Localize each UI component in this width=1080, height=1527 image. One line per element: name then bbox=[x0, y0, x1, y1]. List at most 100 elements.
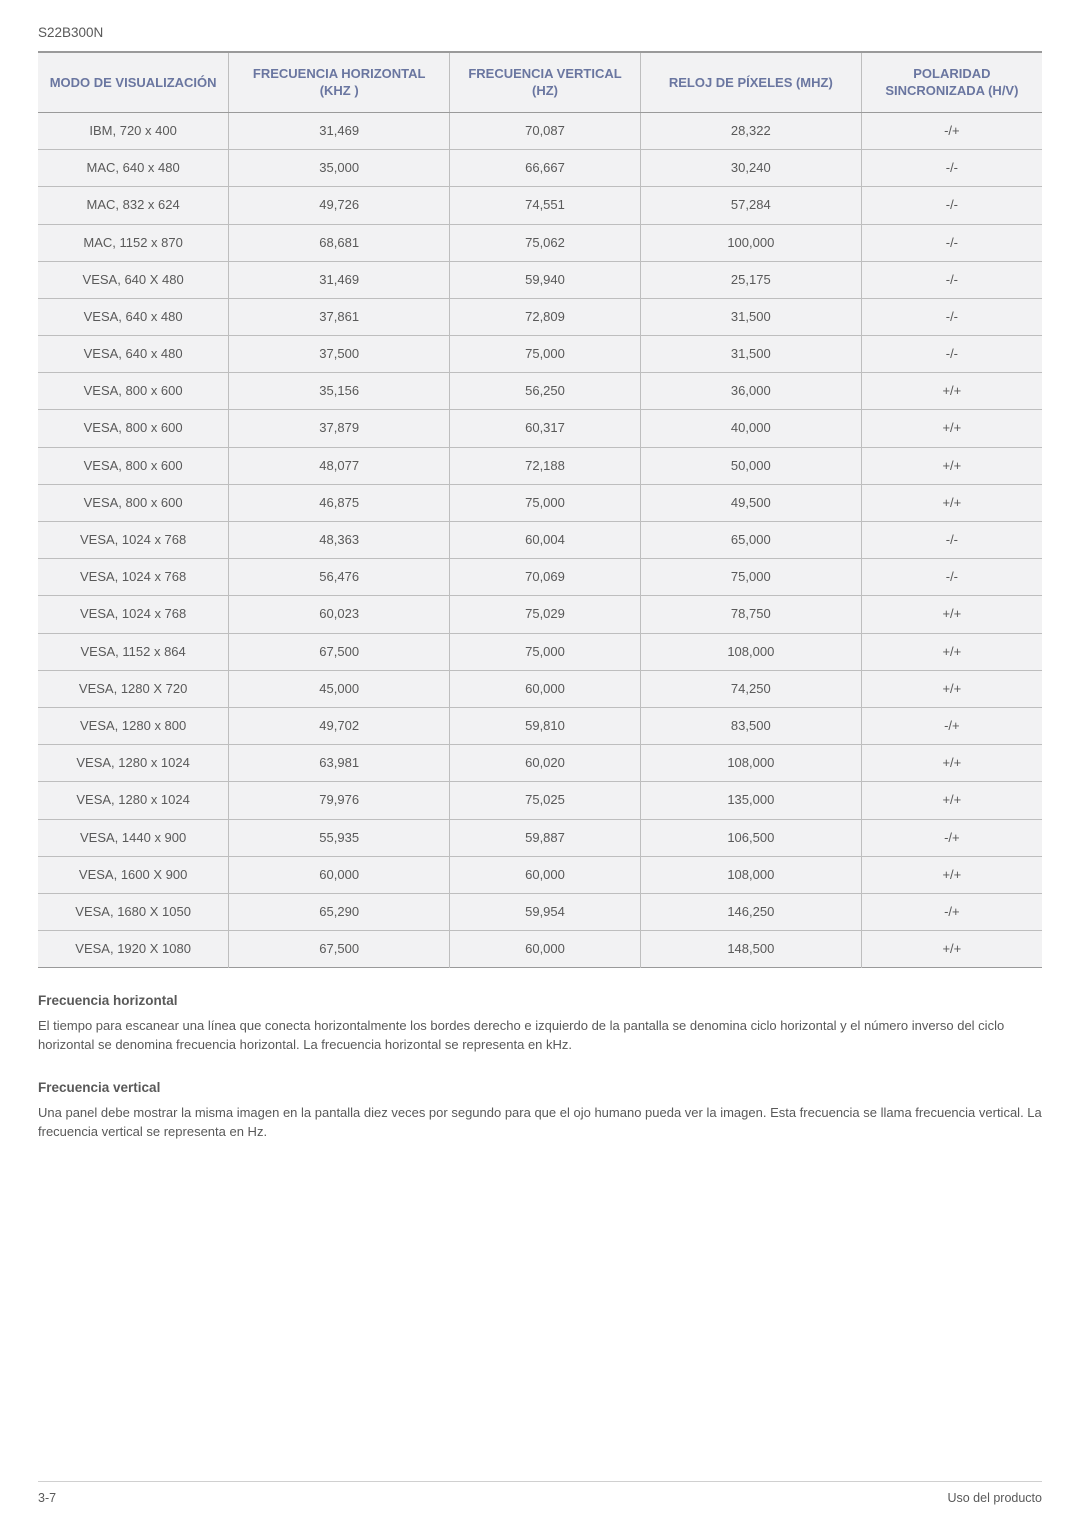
table-cell: MAC, 640 x 480 bbox=[38, 150, 229, 187]
table-cell: 60,317 bbox=[450, 410, 641, 447]
table-header-row: MODO DE VISUALIZACIÓNFRECUENCIA HORIZONT… bbox=[38, 52, 1042, 113]
table-cell: 60,023 bbox=[229, 596, 450, 633]
table-cell: 57,284 bbox=[640, 187, 861, 224]
table-cell: VESA, 640 x 480 bbox=[38, 298, 229, 335]
model-label: S22B300N bbox=[38, 24, 1042, 43]
table-cell: +/+ bbox=[861, 782, 1042, 819]
table-cell: VESA, 1600 X 900 bbox=[38, 856, 229, 893]
table-cell: +/+ bbox=[861, 484, 1042, 521]
table-cell: 75,029 bbox=[450, 596, 641, 633]
table-cell: 63,981 bbox=[229, 745, 450, 782]
table-cell: 40,000 bbox=[640, 410, 861, 447]
section-title-horizontal: Frecuencia horizontal bbox=[38, 992, 1042, 1011]
timing-table: MODO DE VISUALIZACIÓNFRECUENCIA HORIZONT… bbox=[38, 51, 1042, 968]
table-cell: -/- bbox=[861, 187, 1042, 224]
table-cell: VESA, 1024 x 768 bbox=[38, 522, 229, 559]
table-cell: 75,025 bbox=[450, 782, 641, 819]
table-cell: VESA, 1680 X 1050 bbox=[38, 893, 229, 930]
table-cell: +/+ bbox=[861, 633, 1042, 670]
table-cell: 59,887 bbox=[450, 819, 641, 856]
table-cell: +/+ bbox=[861, 410, 1042, 447]
table-cell: VESA, 800 x 600 bbox=[38, 484, 229, 521]
table-cell: 48,077 bbox=[229, 447, 450, 484]
table-cell: 146,250 bbox=[640, 893, 861, 930]
table-cell: -/- bbox=[861, 224, 1042, 261]
table-row: VESA, 1024 x 76860,02375,02978,750+/+ bbox=[38, 596, 1042, 633]
table-row: VESA, 1600 X 90060,00060,000108,000+/+ bbox=[38, 856, 1042, 893]
table-cell: VESA, 640 x 480 bbox=[38, 336, 229, 373]
table-row: VESA, 800 x 60035,15656,25036,000+/+ bbox=[38, 373, 1042, 410]
table-row: VESA, 1152 x 86467,50075,000108,000+/+ bbox=[38, 633, 1042, 670]
table-cell: IBM, 720 x 400 bbox=[38, 112, 229, 149]
table-row: VESA, 1280 X 72045,00060,00074,250+/+ bbox=[38, 670, 1042, 707]
footer-section-name: Uso del producto bbox=[947, 1490, 1042, 1508]
table-cell: 60,000 bbox=[450, 670, 641, 707]
table-cell: VESA, 1024 x 768 bbox=[38, 559, 229, 596]
table-cell: 68,681 bbox=[229, 224, 450, 261]
table-cell: 49,500 bbox=[640, 484, 861, 521]
table-cell: 74,551 bbox=[450, 187, 641, 224]
table-cell: VESA, 1440 x 900 bbox=[38, 819, 229, 856]
section-title-vertical: Frecuencia vertical bbox=[38, 1079, 1042, 1098]
table-cell: -/+ bbox=[861, 112, 1042, 149]
page-footer: 3-7 Uso del producto bbox=[38, 1481, 1042, 1508]
table-cell: 31,500 bbox=[640, 336, 861, 373]
table-row: VESA, 1024 x 76856,47670,06975,000-/- bbox=[38, 559, 1042, 596]
table-cell: +/+ bbox=[861, 931, 1042, 968]
table-cell: 25,175 bbox=[640, 261, 861, 298]
table-cell: 75,000 bbox=[450, 336, 641, 373]
table-cell: 108,000 bbox=[640, 633, 861, 670]
table-row: VESA, 640 X 48031,46959,94025,175-/- bbox=[38, 261, 1042, 298]
table-cell: VESA, 1280 x 800 bbox=[38, 707, 229, 744]
table-cell: 108,000 bbox=[640, 745, 861, 782]
table-cell: +/+ bbox=[861, 596, 1042, 633]
table-cell: 60,000 bbox=[450, 856, 641, 893]
table-cell: VESA, 1280 x 1024 bbox=[38, 745, 229, 782]
table-row: VESA, 1280 x 102463,98160,020108,000+/+ bbox=[38, 745, 1042, 782]
table-cell: 70,069 bbox=[450, 559, 641, 596]
table-cell: MAC, 1152 x 870 bbox=[38, 224, 229, 261]
table-row: VESA, 640 x 48037,86172,80931,500-/- bbox=[38, 298, 1042, 335]
table-cell: 49,726 bbox=[229, 187, 450, 224]
table-row: VESA, 1920 X 108067,50060,000148,500+/+ bbox=[38, 931, 1042, 968]
table-cell: 83,500 bbox=[640, 707, 861, 744]
table-cell: MAC, 832 x 624 bbox=[38, 187, 229, 224]
table-cell: VESA, 1280 x 1024 bbox=[38, 782, 229, 819]
table-row: VESA, 800 x 60048,07772,18850,000+/+ bbox=[38, 447, 1042, 484]
table-row: MAC, 640 x 48035,00066,66730,240-/- bbox=[38, 150, 1042, 187]
table-cell: -/- bbox=[861, 150, 1042, 187]
table-cell: 75,000 bbox=[450, 633, 641, 670]
table-cell: -/- bbox=[861, 298, 1042, 335]
table-cell: 37,879 bbox=[229, 410, 450, 447]
table-cell: 49,702 bbox=[229, 707, 450, 744]
table-row: IBM, 720 x 40031,46970,08728,322-/+ bbox=[38, 112, 1042, 149]
table-cell: 65,290 bbox=[229, 893, 450, 930]
table-cell: 55,935 bbox=[229, 819, 450, 856]
table-cell: 65,000 bbox=[640, 522, 861, 559]
table-cell: 48,363 bbox=[229, 522, 450, 559]
table-body: IBM, 720 x 40031,46970,08728,322-/+MAC, … bbox=[38, 112, 1042, 967]
table-cell: 59,810 bbox=[450, 707, 641, 744]
table-row: VESA, 800 x 60046,87575,00049,500+/+ bbox=[38, 484, 1042, 521]
table-column-header: FRECUENCIA VERTICAL (HZ) bbox=[450, 52, 641, 113]
section-body-horizontal: El tiempo para escanear una línea que co… bbox=[38, 1017, 1042, 1055]
table-row: VESA, 1440 x 90055,93559,887106,500-/+ bbox=[38, 819, 1042, 856]
table-cell: VESA, 640 X 480 bbox=[38, 261, 229, 298]
table-cell: VESA, 800 x 600 bbox=[38, 373, 229, 410]
table-cell: 31,500 bbox=[640, 298, 861, 335]
table-cell: +/+ bbox=[861, 373, 1042, 410]
footer-page-number: 3-7 bbox=[38, 1490, 56, 1508]
table-cell: 72,188 bbox=[450, 447, 641, 484]
table-row: MAC, 1152 x 87068,68175,062100,000-/- bbox=[38, 224, 1042, 261]
table-cell: 28,322 bbox=[640, 112, 861, 149]
table-cell: VESA, 1280 X 720 bbox=[38, 670, 229, 707]
table-cell: 78,750 bbox=[640, 596, 861, 633]
table-cell: 37,500 bbox=[229, 336, 450, 373]
table-cell: 70,087 bbox=[450, 112, 641, 149]
table-cell: -/- bbox=[861, 336, 1042, 373]
table-cell: 67,500 bbox=[229, 931, 450, 968]
table-row: VESA, 1024 x 76848,36360,00465,000-/- bbox=[38, 522, 1042, 559]
table-cell: 79,976 bbox=[229, 782, 450, 819]
table-cell: 60,004 bbox=[450, 522, 641, 559]
table-row: MAC, 832 x 62449,72674,55157,284-/- bbox=[38, 187, 1042, 224]
